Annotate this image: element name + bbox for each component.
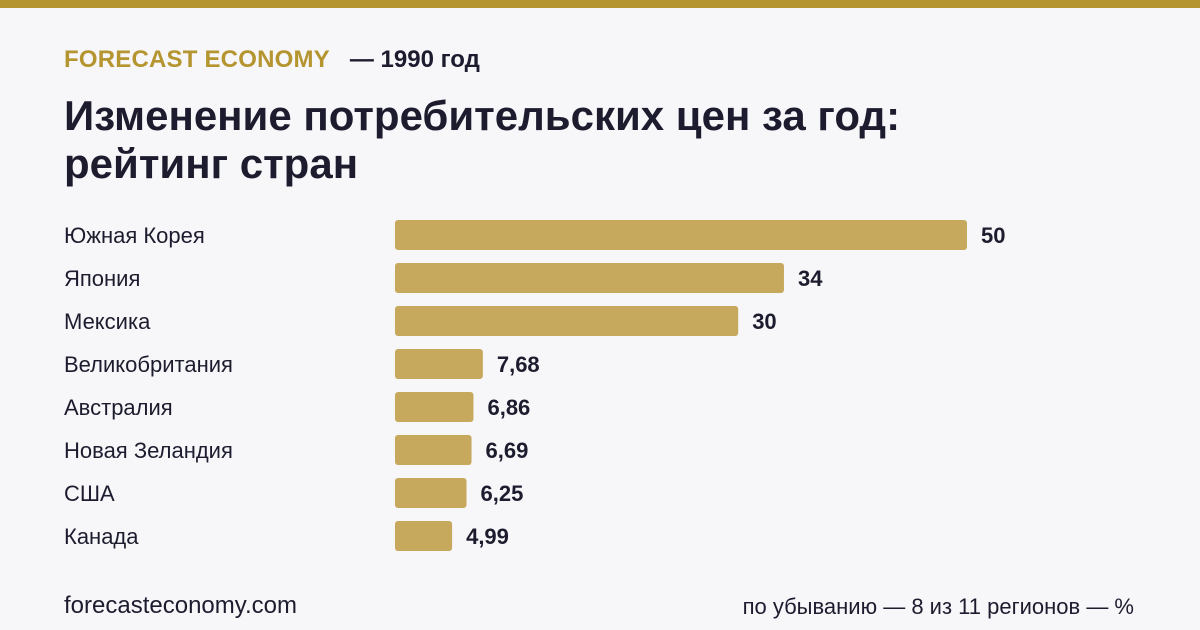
category-label: Великобритания	[64, 352, 233, 377]
category-label: Новая Зеландия	[64, 438, 233, 463]
bar	[395, 521, 453, 551]
category-label: Япония	[64, 266, 140, 291]
bar	[395, 392, 474, 422]
brand-name: FORECAST ECONOMY	[64, 46, 330, 73]
bar	[395, 349, 483, 379]
category-label: Канада	[64, 524, 139, 549]
footer-site: forecasteconomy.com	[64, 592, 297, 619]
footer-note: по убыванию — 8 из 11 регионов — %	[742, 594, 1134, 619]
title-line-1: Изменение потребительских цен за год:	[64, 92, 901, 139]
category-label: Южная Корея	[64, 223, 205, 248]
value-label: 4,99	[466, 524, 509, 549]
value-label: 34	[798, 266, 823, 291]
category-label: США	[64, 481, 115, 506]
value-label: 6,86	[487, 395, 530, 420]
value-label: 50	[981, 223, 1005, 248]
top-accent-bar	[0, 0, 1200, 8]
bar	[395, 263, 784, 293]
chart-title: Изменение потребительских цен за год: ре…	[64, 92, 1064, 188]
bar	[395, 306, 739, 336]
bar	[395, 435, 472, 465]
category-label: Мексика	[64, 309, 151, 334]
value-label: 30	[752, 309, 776, 334]
bar	[395, 220, 967, 250]
header-row: FORECAST ECONOMY — 1990 год	[64, 46, 480, 74]
title-line-2: рейтинг стран	[64, 140, 359, 187]
bar	[395, 478, 467, 508]
category-label: Австралия	[64, 395, 173, 420]
value-label: 6,69	[486, 438, 529, 463]
year-label: — 1990 год	[349, 46, 480, 73]
value-label: 6,25	[481, 481, 524, 506]
value-label: 7,68	[497, 352, 540, 377]
